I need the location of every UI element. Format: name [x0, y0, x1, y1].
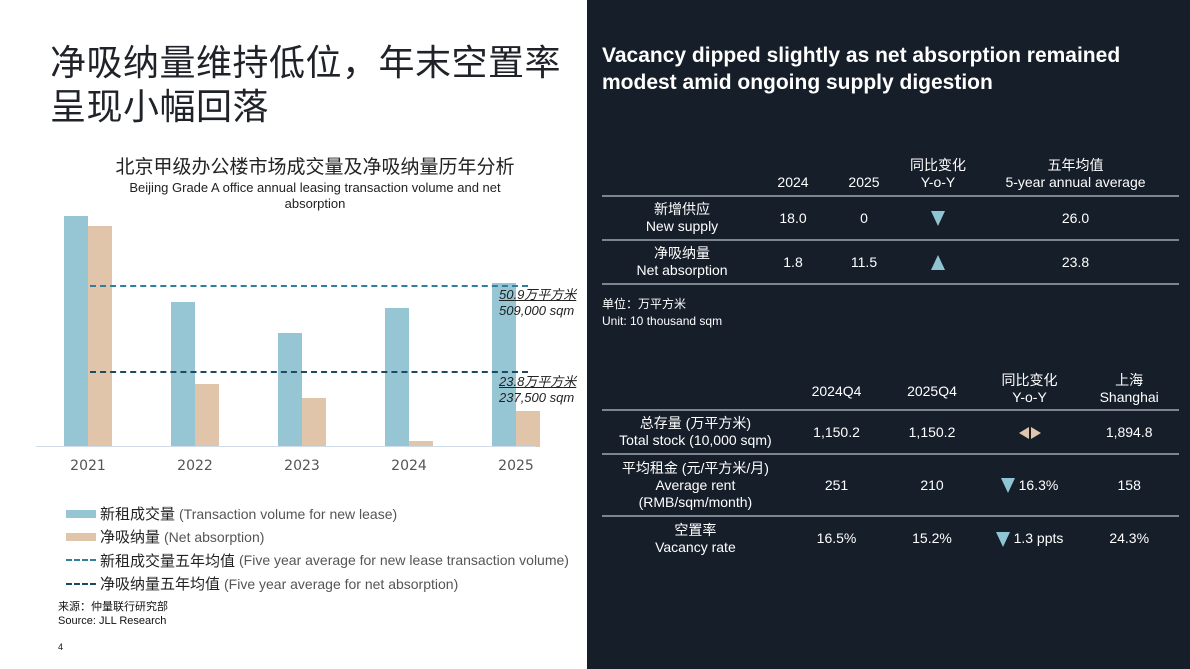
header-5yr-avg: 五年均值 5-year annual average [1005, 157, 1146, 190]
flat-right-arrow-icon [1030, 426, 1041, 439]
cell-2025: 0 [824, 195, 904, 240]
header-2024: 2024 [777, 174, 809, 190]
bar-chart: 50.9万平方米 509,000 sqm 23.8万平方米 237,500 sq… [36, 200, 576, 447]
bar-net-absorption-2021 [88, 226, 112, 447]
cell-yoy [979, 409, 1080, 454]
bar-net-absorption-2023 [302, 398, 326, 447]
legend-item-transaction: 新租成交量 (Transaction volume for new lease) [66, 502, 569, 525]
cell-yoy: 1.3 ppts [979, 515, 1080, 560]
chart-legend: 新租成交量 (Transaction volume for new lease)… [66, 502, 569, 595]
cell-2025q4: 15.2% [884, 515, 980, 560]
row-label: 空置率 Vacancy rate [602, 515, 789, 560]
cell-2024q4: 251 [788, 453, 885, 516]
row-label: 平均租金 (元/平方米/月) Average rent (RMB/sqm/month… [602, 453, 789, 516]
cell-2024q4: 1,150.2 [788, 409, 885, 454]
cell-2025: 11.5 [824, 239, 904, 285]
right-title: Vacancy dipped slightly as net absorptio… [602, 44, 1121, 94]
cell-yoy [904, 239, 972, 285]
header-yoy: 同比变化 Y-o-Y [1001, 372, 1058, 405]
x-axis-label: 2022 [177, 458, 213, 474]
legend-item-net-absorption: 净吸纳量 (Net absorption) [66, 525, 569, 548]
down-arrow-icon [931, 211, 945, 227]
row-label: 净吸纳量 Net absorption [602, 239, 762, 285]
x-axis-label: 2021 [70, 458, 106, 474]
avg-transaction-line [90, 285, 528, 287]
bar-transaction-2022 [171, 302, 195, 447]
legend-item-avg-transaction: 新租成交量五年均值 (Five year average for new lea… [66, 549, 569, 572]
cell-shanghai: 1,894.8 [1079, 409, 1179, 454]
header-2024q4: 2024Q4 [811, 383, 862, 399]
bar-transaction-2023 [278, 333, 302, 447]
table-row: 净吸纳量 Net absorption 1.8 11.5 23.8 [602, 239, 1179, 285]
source-note: 来源：仲量联行研究部 Source: JLL Research [58, 601, 168, 627]
down-arrow-icon [1000, 478, 1015, 494]
x-axis [36, 446, 536, 447]
bar-transaction-2021 [64, 216, 88, 447]
cell-2024q4: 16.5% [788, 515, 885, 560]
page-number: 4 [58, 642, 64, 652]
table-row: 平均租金 (元/平方米/月) Average rent (RMB/sqm/month… [602, 453, 1179, 516]
header-2025q4: 2025Q4 [907, 383, 957, 399]
cell-avg: 26.0 [972, 195, 1179, 240]
header-empty [602, 370, 789, 410]
bar-transaction-2024 [385, 308, 409, 447]
cell-yoy [904, 195, 972, 240]
page-title: 净吸纳量维持低位，年末空置率呈现小幅回落 [50, 43, 562, 128]
legend-swatch-blue [66, 509, 96, 518]
chart-title-cn: 北京甲级办公楼市场成交量及净吸纳量历年分析 [115, 156, 515, 178]
market-indicators-table: 2024Q4 2025Q4 同比变化 Y-o-Y 上海 Shanghai 总存量 (… [602, 370, 1179, 560]
x-axis-label: 2025 [498, 458, 534, 474]
cell-avg: 23.8 [972, 239, 1179, 285]
row-label: 总存量 (万平方米) Total stock (10,000 sqm) [602, 409, 789, 454]
header-2025: 2025 [848, 174, 880, 190]
cell-2025q4: 1,150.2 [884, 409, 980, 454]
right-panel: Vacancy dipped slightly as net absorptio… [587, 0, 1190, 669]
cell-2025q4: 210 [884, 453, 980, 516]
avg-transaction-label: 50.9万平方米 509,000 sqm [499, 287, 577, 318]
x-axis-label: 2024 [391, 458, 427, 474]
row-label: 新增供应 New supply [602, 195, 762, 240]
up-arrow-icon [931, 255, 945, 271]
avg-net-absorption-line [90, 370, 528, 373]
left-panel: 净吸纳量维持低位，年末空置率呈现小幅回落 北京甲级办公楼市场成交量及净吸纳量历年… [0, 0, 587, 669]
bar-net-absorption-2024 [409, 441, 433, 447]
table-row: 总存量 (万平方米) Total stock (10,000 sqm) 1,150… [602, 409, 1179, 454]
avg-net-absorption-label: 23.8万平方米 237,500 sqm [499, 373, 577, 405]
down-arrow-icon [995, 531, 1010, 547]
legend-item-avg-net: 净吸纳量五年均值 (Five year average for net abso… [66, 572, 569, 595]
cell-shanghai: 158 [1079, 453, 1179, 516]
flat-left-arrow-icon [1018, 426, 1029, 439]
header-empty [602, 156, 762, 196]
header-shanghai: 上海 Shanghai [1099, 372, 1159, 405]
header-yoy: 同比变化 Y-o-Y [910, 157, 966, 190]
legend-dash-line [66, 559, 96, 562]
chart-title-en: Beijing Grade A office annual leasing tr… [129, 180, 501, 211]
bar-transaction-2025 [492, 283, 516, 447]
supply-absorption-table: 2024 2025 同比变化 Y-o-Y 五年均值 5-year annual av… [602, 156, 1179, 285]
cell-2024: 1.8 [762, 239, 824, 285]
cell-2024: 18.0 [762, 195, 824, 240]
table-row: 新增供应 New supply 18.0 0 26.0 [602, 195, 1179, 240]
x-axis-labels: 2021 2022 2023 2024 2025 [36, 458, 536, 478]
unit-note: 单位：万平方米 Unit: 10 thousand sqm [602, 297, 723, 328]
cell-yoy: 16.3% [979, 453, 1080, 516]
legend-swatch-tan [66, 532, 96, 541]
cell-shanghai: 24.3% [1079, 515, 1179, 560]
bar-net-absorption-2022 [195, 384, 219, 447]
bar-net-absorption-2025 [516, 411, 540, 447]
x-axis-label: 2023 [284, 458, 320, 474]
table-row: 空置率 Vacancy rate 16.5% 15.2% 1.3 ppts 24.… [602, 515, 1179, 560]
legend-dash-line [66, 582, 96, 585]
